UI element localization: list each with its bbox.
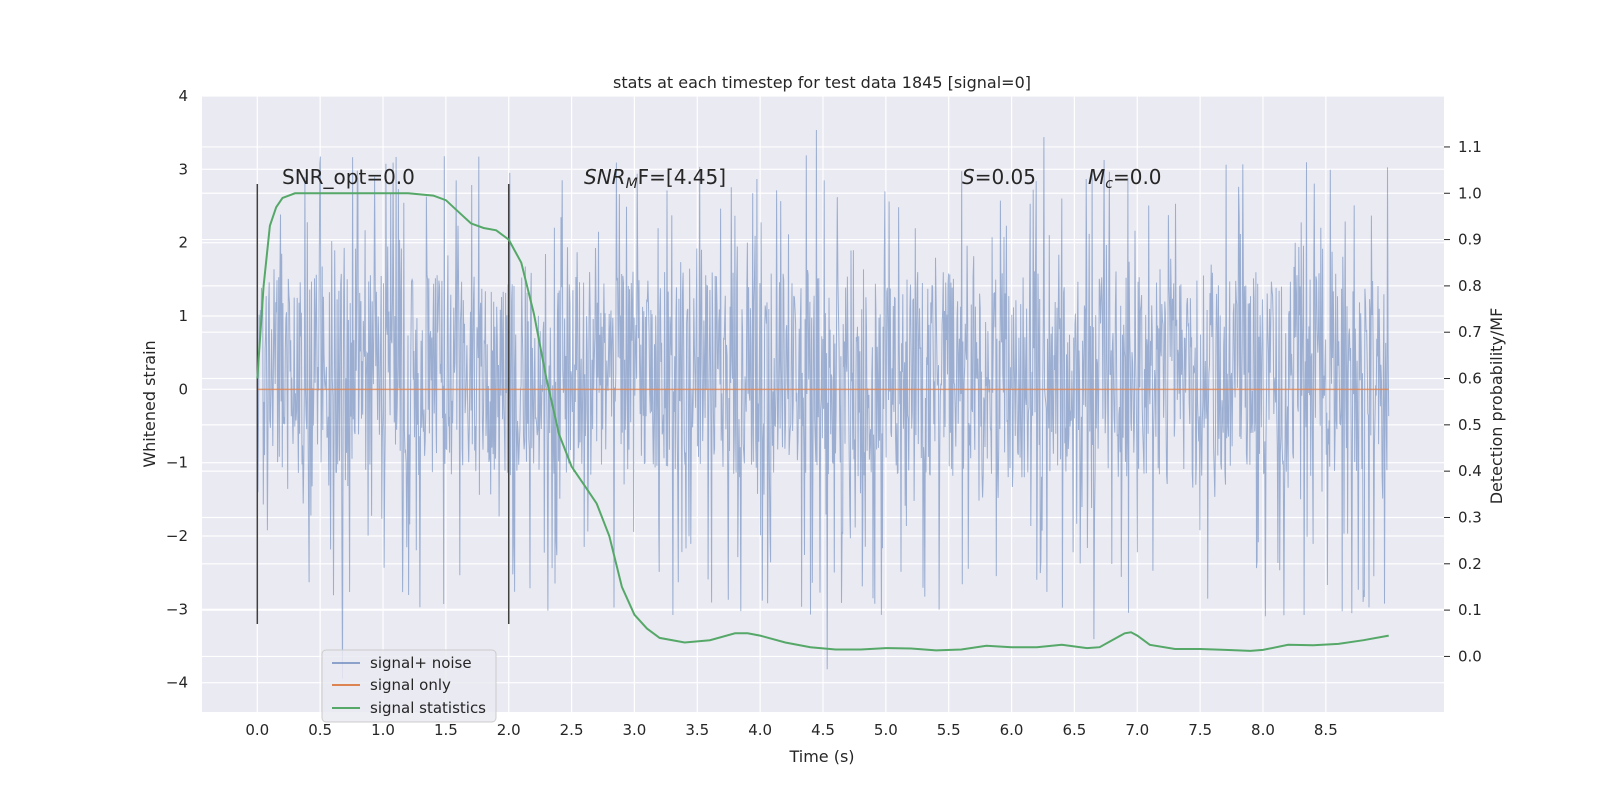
x-tick-label: 4.0 — [748, 721, 772, 739]
y2-tick-label: 0.6 — [1458, 370, 1482, 388]
vertical-markers — [256, 184, 510, 624]
x-tick-label: 5.0 — [874, 721, 898, 739]
x-tick-label: 1.0 — [371, 721, 395, 739]
y-tick-label: 4 — [178, 87, 188, 105]
annotation-snr-opt: SNR_opt=0.0 — [282, 165, 415, 189]
y-axis-label: Whitened strain — [140, 340, 159, 467]
x-tick-label: 7.5 — [1188, 721, 1212, 739]
x-tick-label: 5.5 — [937, 721, 961, 739]
y2-tick-label: 0.2 — [1458, 555, 1482, 573]
x-tick-label: 6.5 — [1062, 721, 1086, 739]
x-tick-label: 0.5 — [308, 721, 332, 739]
x-tick-label: 0.0 — [245, 721, 269, 739]
x-axis-label: Time (s) — [788, 747, 854, 766]
annotation-mc-subscript: c — [1105, 176, 1113, 192]
y2-tick-label: 0.8 — [1458, 277, 1482, 295]
y2-tick-label: 1.0 — [1458, 184, 1482, 202]
y2-tick-label: 0.0 — [1458, 647, 1482, 665]
y-tick-label: 3 — [178, 160, 188, 178]
y2-tick-label: 1.1 — [1458, 138, 1482, 156]
annotation-snr-mf-value: F=[4.45] — [638, 165, 726, 189]
annotation-snr-mf-symbol: SNR — [584, 165, 626, 189]
annotation-s-symbol: S — [962, 165, 975, 189]
x-tick-label: 2.0 — [497, 721, 521, 739]
y-tick-label: −2 — [166, 527, 188, 545]
x-tick-label: 7.0 — [1125, 721, 1149, 739]
annotation-mc-symbol: M — [1088, 165, 1105, 189]
legend-label-signal-noise: signal+ noise — [370, 654, 472, 672]
annotation-snr-mf-subscript: M — [626, 176, 638, 192]
x-tick-label: 8.0 — [1251, 721, 1275, 739]
chart-title: stats at each timestep for test data 184… — [613, 73, 1031, 92]
y-tick-labels: −4 −3 −2 −1 0 1 2 3 4 — [166, 87, 188, 692]
x-tick-label: 3.5 — [685, 721, 709, 739]
legend-label-signal-only: signal only — [370, 676, 451, 694]
y-tick-label: −1 — [166, 454, 188, 472]
y-tick-label: −4 — [166, 674, 188, 692]
annotation-mc-value: =0.0 — [1113, 165, 1162, 189]
y2-tick-label: 0.4 — [1458, 462, 1482, 480]
x-tick-label: 1.5 — [434, 721, 458, 739]
annotation-s-value: =0.05 — [975, 165, 1036, 189]
x-tick-label: 3.0 — [623, 721, 647, 739]
signal-statistics-line — [256, 192, 1389, 652]
annotation-s: S=0.05 — [962, 165, 1036, 189]
x-tick-label: 2.5 — [560, 721, 584, 739]
x-tick-label: 6.0 — [1000, 721, 1024, 739]
y2-tick-labels: 0.0 0.1 0.2 0.3 0.4 0.5 0.6 0.7 0.8 0.9 1.0 1.1 — [1444, 138, 1482, 665]
y2-axis-label: Detection probability/MF — [1487, 308, 1506, 505]
y2-tick-label: 0.7 — [1458, 323, 1482, 341]
x-tick-label: 4.5 — [811, 721, 835, 739]
y2-tick-label: 0.3 — [1458, 508, 1482, 526]
y-tick-label: −3 — [166, 600, 188, 618]
y2-tick-label: 0.1 — [1458, 601, 1482, 619]
signal-noise-trace — [256, 129, 1390, 679]
y-tick-label: 2 — [178, 234, 188, 252]
y2-tick-label: 0.5 — [1458, 416, 1482, 434]
y-tick-label: 1 — [178, 307, 188, 325]
y2-tick-label: 0.9 — [1458, 231, 1482, 249]
x-tick-label: 8.5 — [1314, 721, 1338, 739]
annotation-snr-mf: SNRMF=[4.45] — [584, 165, 726, 192]
legend: signal+ noise signal only signal statist… — [321, 649, 497, 723]
signal-noise-series — [256, 129, 1390, 679]
legend-box — [321, 649, 497, 723]
annotation-mc: Mc=0.0 — [1088, 165, 1162, 192]
x-tick-labels: 0.0 0.5 1.0 1.5 2.0 2.5 3.0 3.5 4.0 4.5 5.0 5.5 6.0 6… — [245, 721, 1337, 739]
y-tick-label: 0 — [178, 380, 188, 398]
legend-label-signal-statistics: signal statistics — [370, 699, 486, 717]
